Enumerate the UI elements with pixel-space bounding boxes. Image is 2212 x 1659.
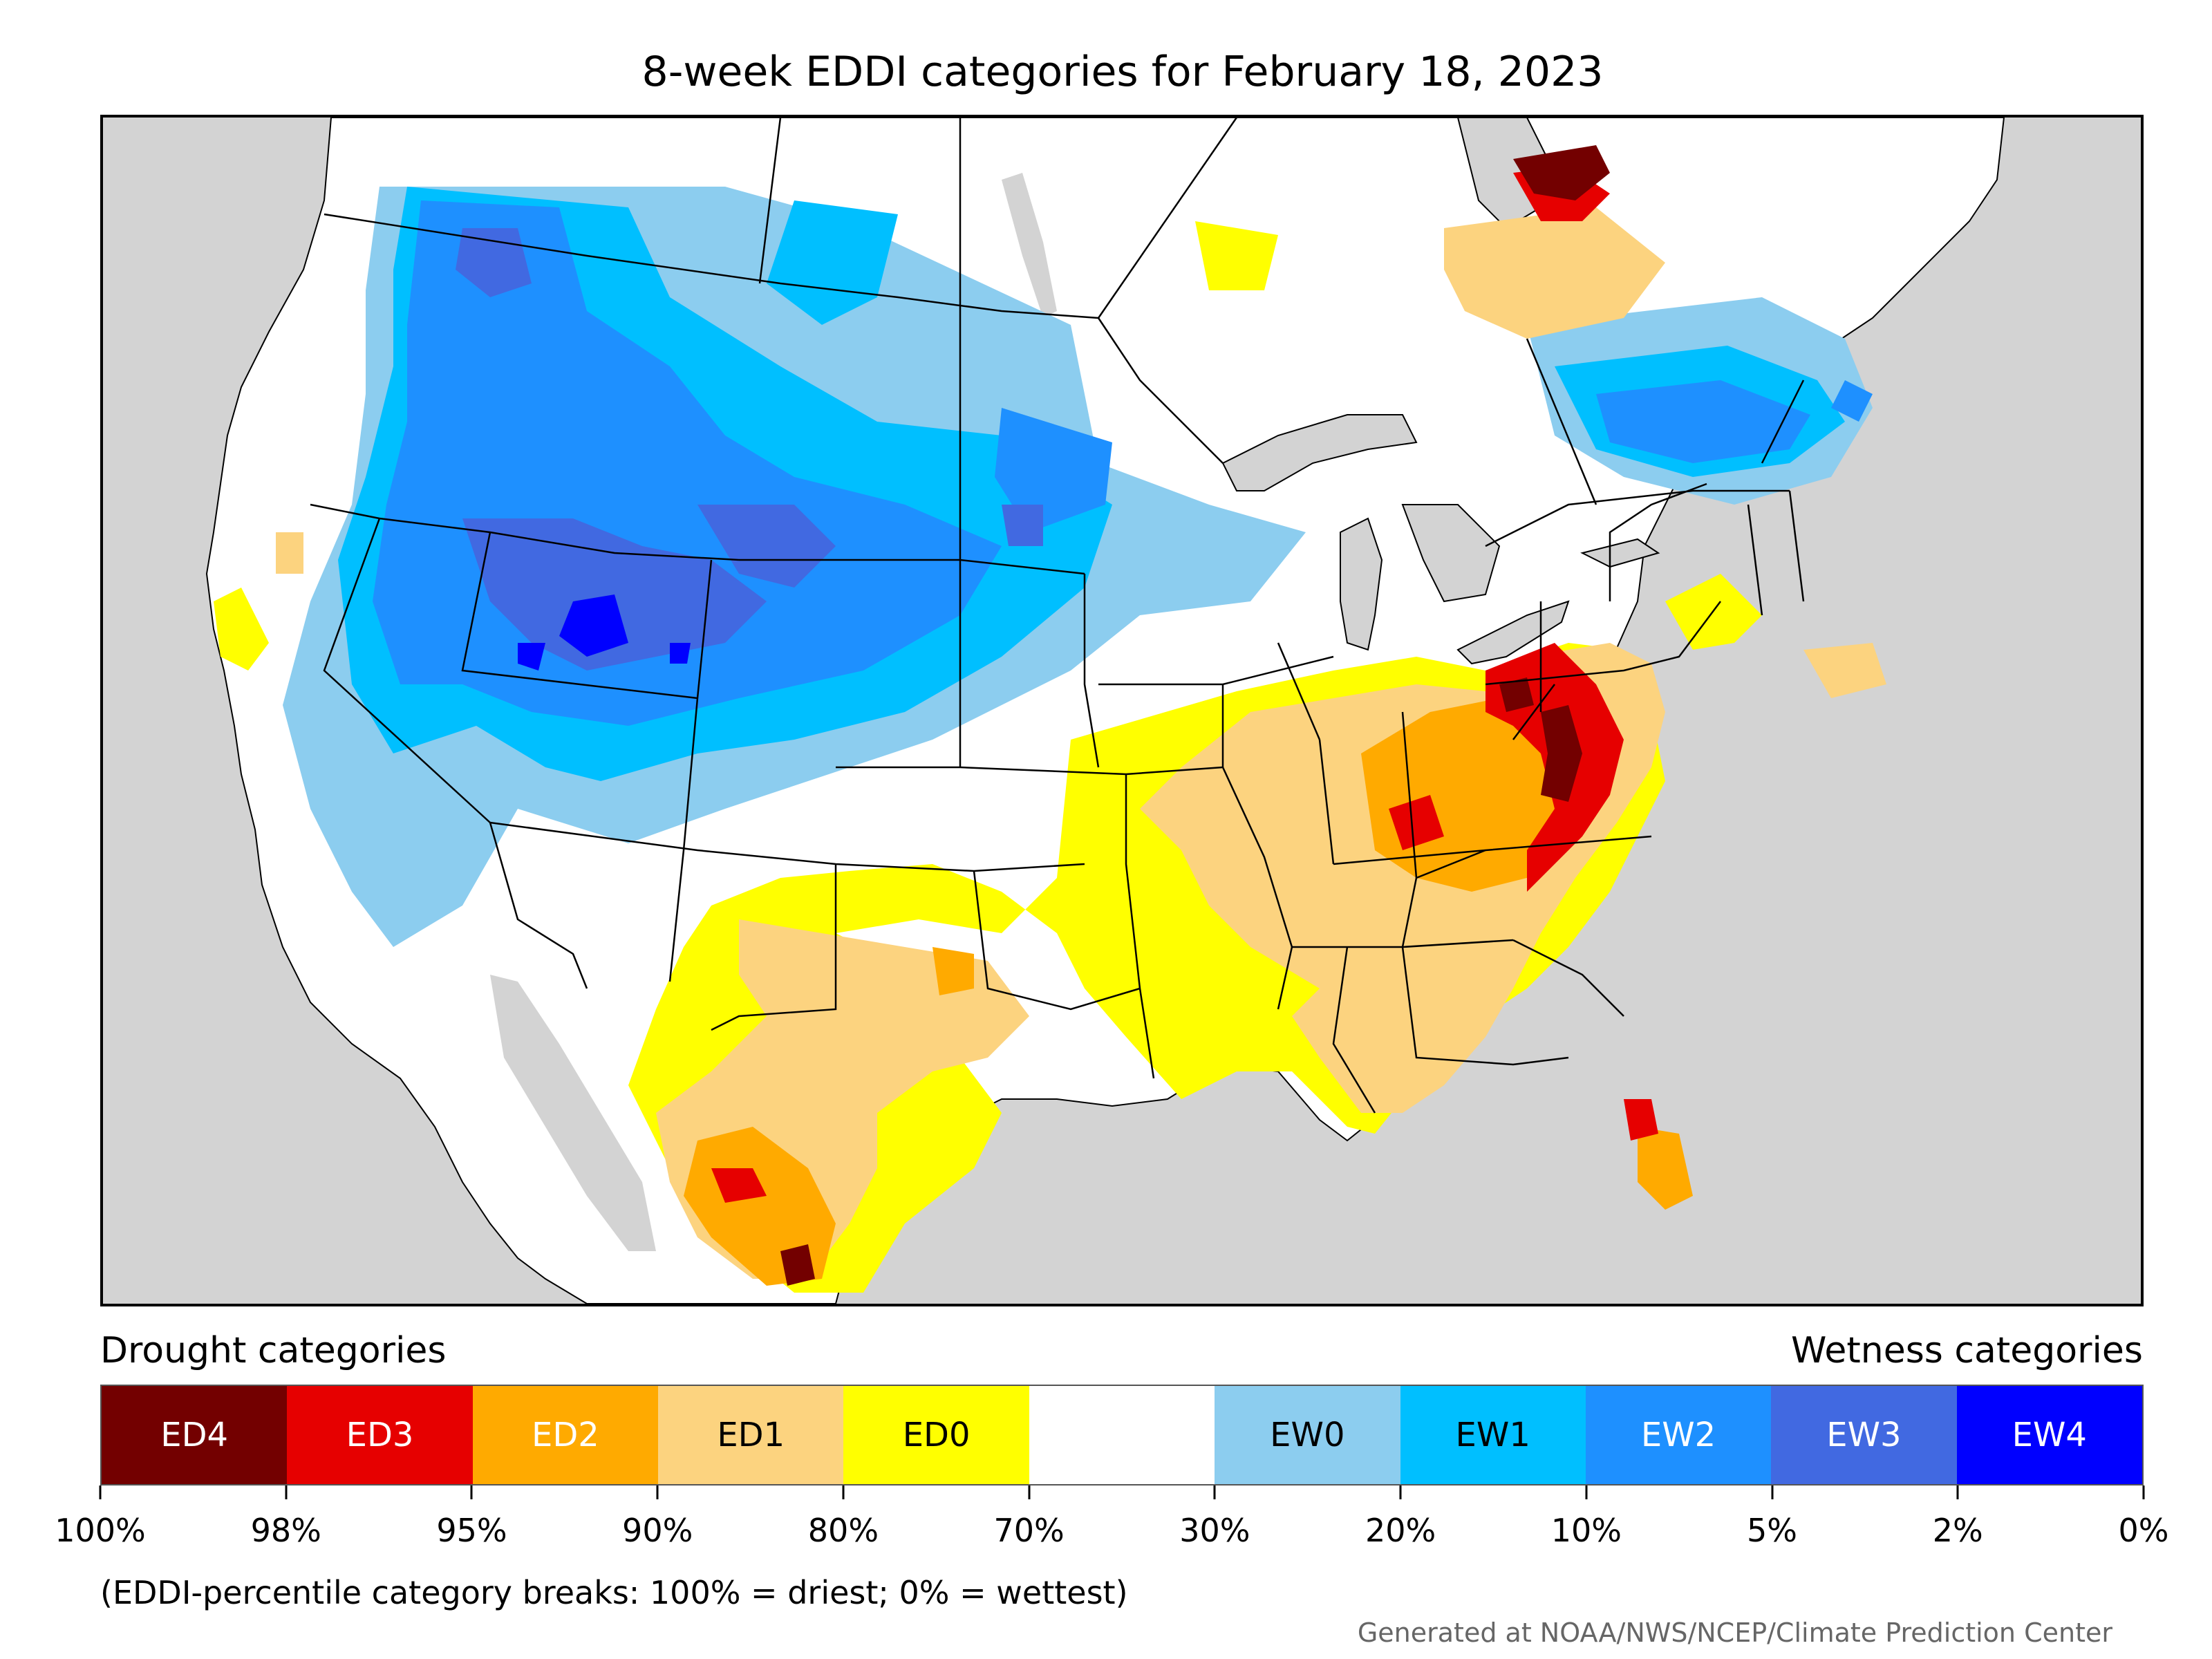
wetness-categories-heading: Wetness categories: [1791, 1330, 2143, 1371]
colorbar-tick: [99, 1485, 102, 1499]
colorbar-tick: [842, 1485, 845, 1499]
colorbar-tick-label: 2%: [1932, 1512, 1983, 1549]
legend-segment-ed1: ED1: [658, 1386, 844, 1484]
legend-segment-neutral: [1029, 1386, 1215, 1484]
category-colorbar: ED4 ED3 ED2 ED1 ED0 EW0 EW1 EW2 EW3 EW4: [100, 1385, 2144, 1485]
colorbar-tick-label: 80%: [807, 1512, 879, 1549]
legend-segment-ew1: EW1: [1400, 1386, 1586, 1484]
colorbar-tick: [1956, 1485, 1959, 1499]
colorbar-tick: [2142, 1485, 2145, 1499]
colorbar-tick-label: 95%: [436, 1512, 507, 1549]
lake-huron: [1401, 504, 1501, 603]
colorbar-tick-label: 5%: [1747, 1512, 1798, 1549]
colorbar-tick-label: 100%: [55, 1512, 146, 1549]
ed4-patches: [780, 145, 1610, 1286]
colorbar-tick-label: 98%: [250, 1512, 321, 1549]
colorbar-tick-label: 0%: [2118, 1512, 2169, 1549]
legend-segment-ed3: ED3: [287, 1386, 473, 1484]
lake-michigan: [1340, 517, 1383, 651]
colorbar-tick-label: 90%: [622, 1512, 693, 1549]
colorbar-tick: [1213, 1485, 1216, 1499]
lake-ontario: [1580, 538, 1660, 568]
colorbar-tick-label: 20%: [1365, 1512, 1436, 1549]
lake-winnipeg: [1002, 173, 1057, 318]
colorbar-tick: [1585, 1485, 1588, 1499]
colorbar-tick: [285, 1485, 288, 1499]
legend-segment-ew4: EW4: [1956, 1386, 2142, 1484]
colorbar-tick: [1399, 1485, 1402, 1499]
figure-title: 8-week EDDI categories for February 18, …: [641, 48, 1604, 96]
colorbar-tick: [470, 1485, 473, 1499]
drought-categories-heading: Drought categories: [100, 1330, 447, 1371]
gulf-of-california: [490, 975, 656, 1251]
percentile-note: (EDDI-percentile category breaks: 100% =…: [100, 1574, 1128, 1611]
colorbar-ticks: [99, 1485, 2145, 1502]
lake-superior: [1221, 414, 1418, 491]
eddi-map: [103, 118, 2141, 1304]
legend-segment-ed0: ED0: [843, 1386, 1029, 1484]
map-panel: [100, 115, 2144, 1306]
legend-segment-ed2: ED2: [472, 1386, 659, 1484]
legend-segment-ew3: EW3: [1771, 1386, 1957, 1484]
state-boundaries: [310, 118, 1805, 1114]
colorbar-tick: [656, 1485, 659, 1499]
credit-line: Generated at NOAA/NWS/NCEP/Climate Predi…: [1357, 1618, 2112, 1648]
colorbar-tick: [1028, 1485, 1031, 1499]
colorbar-tick-label: 30%: [1179, 1512, 1250, 1549]
colorbar-tick-label: 10%: [1550, 1512, 1622, 1549]
colorbar-tick: [1771, 1485, 1774, 1499]
colorbar-tick-label: 70%: [993, 1512, 1065, 1549]
legend-segment-ed4: ED4: [102, 1386, 288, 1484]
ew4-patches: [518, 594, 691, 671]
legend-segment-ew2: EW2: [1585, 1386, 1772, 1484]
legend-segment-ew0: EW0: [1215, 1386, 1400, 1484]
